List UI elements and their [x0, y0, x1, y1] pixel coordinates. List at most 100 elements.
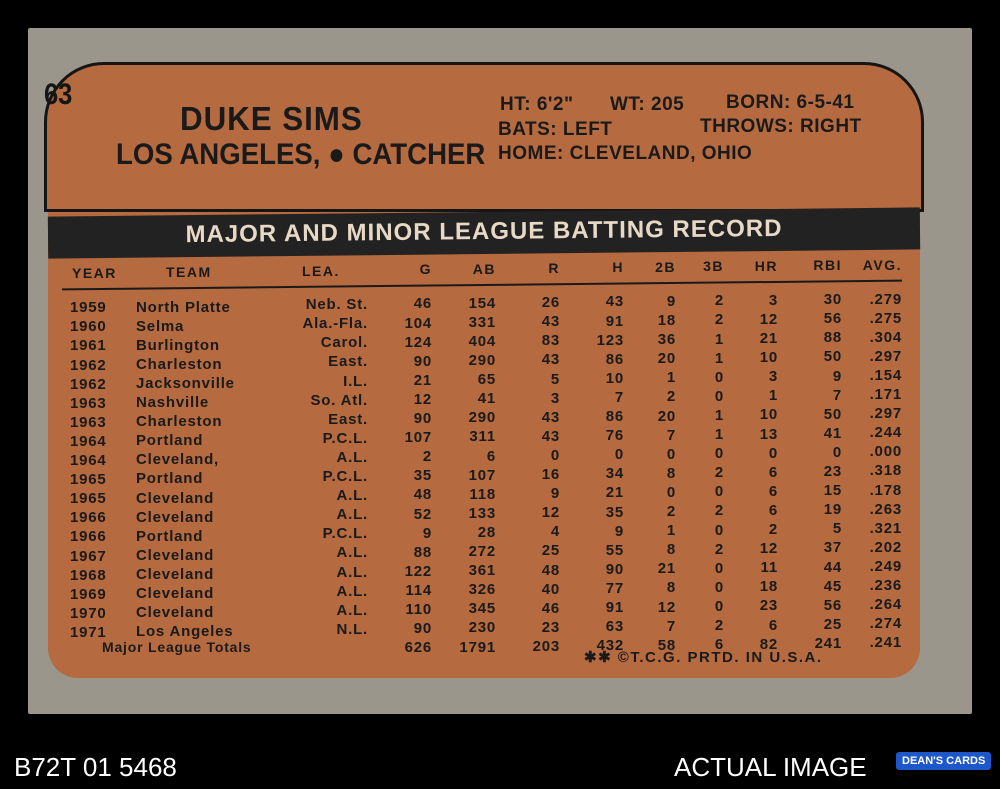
row-d: 1 [666, 369, 676, 387]
row-rbi: 9 [832, 367, 842, 385]
row-rbi: 44 [823, 558, 842, 576]
row-year: 1964 [70, 432, 107, 450]
row-year: 1963 [70, 413, 107, 431]
row-h: 91 [605, 312, 624, 330]
row-rbi: 37 [823, 539, 842, 557]
row-h: 9 [614, 522, 624, 540]
row-team: Portland [136, 527, 204, 545]
header-g: G [419, 261, 432, 278]
row-r: 25 [541, 542, 560, 560]
row-year: 1962 [70, 356, 107, 374]
row-t: 0 [714, 521, 724, 539]
row-rbi: 50 [823, 405, 842, 423]
header-year: YEAR [72, 265, 117, 282]
row-league: A.L. [336, 506, 368, 524]
row-team: Charleston [136, 413, 223, 431]
row-g: 9 [422, 524, 432, 542]
row-d: 0 [666, 483, 676, 501]
row-t: 0 [714, 368, 724, 386]
row-team: Cleveland, [136, 451, 220, 469]
row-r: 48 [541, 561, 560, 579]
row-league: A.L. [336, 601, 368, 619]
row-rbi: 41 [823, 424, 842, 442]
copyright-note: ✱✱ ©T.C.G. PRTD. IN U.S.A. [584, 649, 823, 666]
player-banner [44, 62, 924, 212]
row-rbi: 56 [823, 596, 842, 614]
row-d: 8 [666, 464, 676, 482]
row-team: Cleveland [136, 546, 215, 564]
deans-cards-logo: DEAN'S CARDS [896, 752, 992, 770]
row-team: Cleveland [136, 604, 215, 622]
row-league: A.L. [336, 563, 368, 581]
header-r: R [548, 260, 560, 277]
row-rbi: 7 [832, 386, 842, 404]
row-league: So. Atl. [310, 391, 368, 409]
row-t: 2 [714, 540, 724, 558]
total-rbi: 241 [814, 634, 842, 652]
row-h: 86 [605, 350, 624, 368]
row-rbi: 88 [823, 329, 842, 347]
row-league: East. [328, 410, 368, 428]
header-team: TEAM [166, 264, 212, 281]
row-avg: .264 [869, 596, 902, 614]
row-r: 16 [541, 466, 560, 484]
row-d: 9 [666, 292, 676, 310]
row-rbi: 19 [823, 501, 842, 519]
row-d: 7 [666, 426, 676, 444]
row-hr: 10 [759, 349, 778, 367]
row-ab: 230 [468, 619, 496, 637]
row-year: 1969 [70, 585, 107, 603]
row-league: P.C.L. [322, 429, 368, 447]
row-g: 90 [413, 620, 432, 638]
total-ab: 1791 [459, 638, 496, 656]
row-hr: 18 [759, 578, 778, 596]
row-avg: .275 [869, 309, 902, 327]
row-t: 2 [714, 464, 724, 482]
row-t: 0 [714, 483, 724, 501]
row-ab: 118 [469, 485, 496, 503]
row-ab: 6 [486, 447, 496, 465]
row-g: 52 [413, 505, 432, 523]
row-t: 0 [714, 445, 724, 463]
row-t: 2 [714, 502, 724, 520]
row-hr: 13 [759, 425, 778, 443]
row-year: 1961 [70, 337, 107, 355]
row-h: 0 [614, 446, 624, 464]
row-h: 86 [605, 408, 624, 426]
row-team: Los Angeles [136, 623, 234, 641]
row-rbi: 30 [823, 291, 842, 309]
row-r: 40 [541, 580, 560, 598]
row-h: 43 [605, 293, 624, 311]
row-league: East. [328, 353, 368, 371]
row-ab: 107 [468, 466, 496, 484]
header-rbi: RBI [813, 257, 842, 274]
row-h: 91 [605, 599, 624, 617]
header-2b: 2B [655, 258, 676, 275]
row-g: 122 [404, 562, 432, 580]
row-year: 1966 [70, 509, 107, 527]
row-g: 107 [404, 429, 432, 447]
row-league: A.L. [336, 487, 368, 505]
row-r: 5 [550, 370, 560, 388]
row-avg: .304 [869, 328, 902, 346]
row-year: 1965 [70, 490, 107, 508]
row-t: 1 [714, 349, 724, 367]
row-avg: .263 [869, 500, 902, 518]
bio-bats: BATS: LEFT [498, 119, 613, 140]
row-r: 43 [541, 408, 560, 426]
row-team: Jacksonville [136, 374, 235, 392]
row-g: 110 [405, 601, 432, 619]
row-h: 123 [596, 331, 624, 349]
row-h: 76 [605, 427, 624, 445]
row-avg: .297 [869, 347, 902, 365]
row-team: North Platte [136, 298, 231, 316]
row-rbi: 56 [823, 310, 842, 328]
row-avg: .274 [869, 615, 902, 633]
player-name: DUKE SIMS [180, 100, 363, 137]
row-hr: 12 [759, 310, 778, 328]
row-avg: .178 [869, 481, 902, 499]
row-league: I.L. [343, 372, 368, 390]
row-avg: .000 [869, 443, 902, 461]
row-d: 8 [666, 541, 676, 559]
row-hr: 10 [759, 406, 778, 424]
